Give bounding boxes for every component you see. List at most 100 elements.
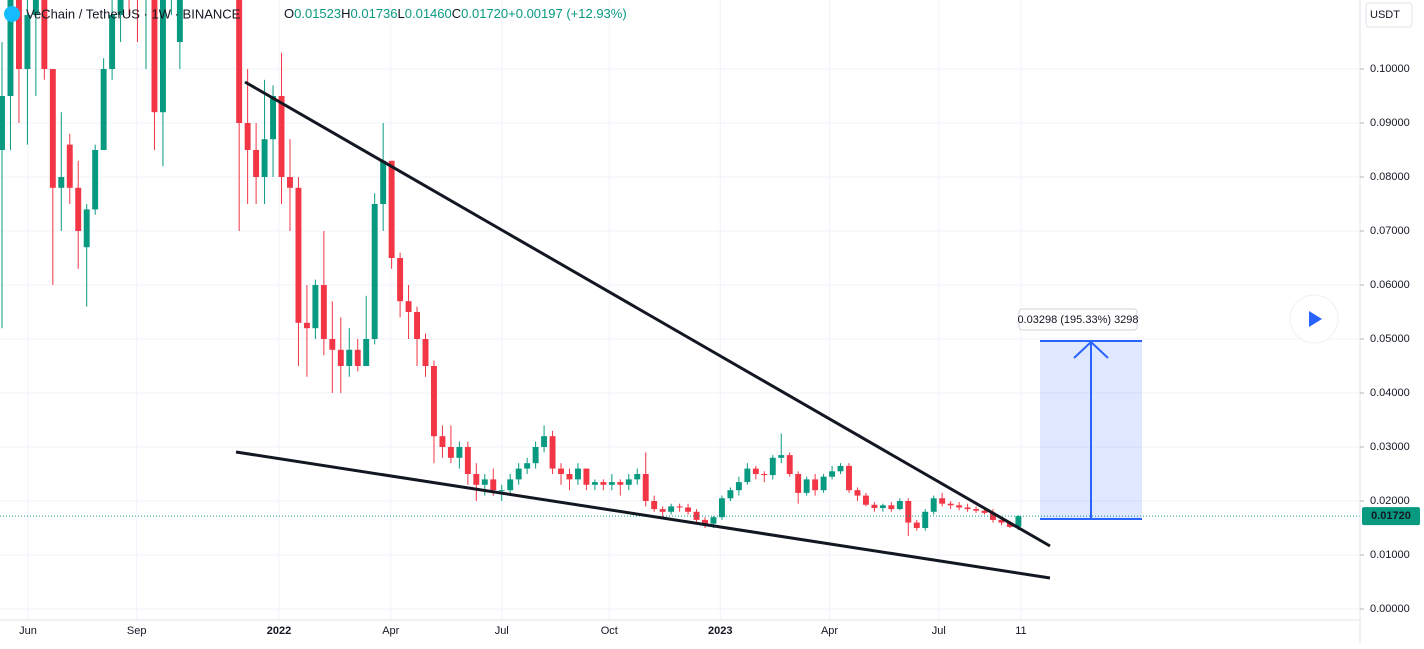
candle-body — [896, 500, 903, 510]
candle-body — [532, 446, 539, 464]
symbol-icon — [4, 6, 20, 22]
candle-body — [837, 465, 844, 472]
candle-body — [735, 482, 742, 491]
candle-body — [752, 468, 759, 474]
candle-body — [0, 96, 5, 151]
candle-body — [456, 446, 463, 458]
candle-body — [354, 349, 361, 366]
candle-body — [591, 482, 598, 485]
candle-body — [371, 204, 378, 339]
trend-line — [235, 450, 1051, 580]
candle-body — [583, 468, 590, 485]
candle-body — [922, 511, 929, 528]
candle-body — [58, 177, 65, 188]
y-tick-label: 0.01000 — [1370, 549, 1410, 561]
candle-body — [710, 517, 717, 524]
candle-body — [295, 187, 302, 323]
candle-body — [100, 69, 107, 151]
candle-body — [363, 338, 370, 366]
header: VeChain / TetherUS · 1W · BINANCE O0.015… — [4, 6, 627, 22]
candle-body — [625, 479, 632, 485]
candle-body — [75, 187, 82, 232]
candle-body — [414, 311, 420, 339]
candle-body — [744, 468, 751, 483]
symbol: VeChain / TetherUS · 1W · BINANCE — [26, 6, 241, 21]
candle-body — [727, 490, 734, 499]
y-tick-label: 0.04000 — [1370, 387, 1410, 399]
candle-body — [786, 455, 793, 474]
ohlc-value: 0.01736 — [351, 6, 398, 21]
candle-body — [380, 160, 387, 205]
candle-body — [998, 519, 1005, 523]
candle-body — [507, 479, 514, 491]
candle-body — [473, 473, 480, 485]
x-tick-label: Jul — [495, 625, 509, 637]
candle-body — [151, 0, 158, 113]
candle-body — [761, 473, 768, 476]
candle-body — [608, 482, 615, 485]
candle-body — [83, 209, 90, 248]
candle-body — [515, 468, 522, 480]
x-tick-label: Jul — [932, 625, 946, 637]
candle-body — [422, 338, 429, 366]
candle-body — [956, 505, 963, 508]
candle-body — [439, 436, 446, 447]
candle-body — [930, 498, 937, 512]
candle-body — [447, 446, 454, 458]
last-price-tag — [1362, 507, 1420, 526]
last-price-label: 0.01720 — [1371, 510, 1411, 522]
x-tick-label: Sep — [127, 625, 147, 637]
x-tick-label: Apr — [382, 625, 399, 637]
candle-body — [524, 463, 531, 469]
candle-body — [346, 349, 353, 366]
candle-body — [846, 465, 852, 491]
ohlc-value: 0.01523 — [294, 6, 341, 21]
candle-body — [566, 473, 573, 480]
candle-body — [464, 446, 471, 474]
candle-body — [947, 503, 954, 506]
candle-body — [939, 498, 946, 504]
x-tick-label: Jun — [19, 625, 37, 637]
y-tick-label: 0.00000 — [1370, 603, 1410, 615]
candle-body — [287, 177, 293, 188]
candle-body — [397, 258, 404, 302]
x-tick-label: Oct — [601, 625, 618, 637]
candle-body — [778, 455, 785, 458]
candle-body — [795, 473, 802, 493]
currency-box[interactable] — [1365, 2, 1413, 28]
candle-body — [854, 490, 861, 496]
candle-body — [236, 0, 243, 124]
trend-line — [244, 80, 1051, 548]
candle-body — [600, 482, 607, 485]
candle-body — [617, 482, 624, 485]
y-tick-label: 0.03000 — [1370, 441, 1410, 453]
candle-body — [490, 479, 497, 491]
currency: USDT — [1370, 9, 1400, 21]
candle-body — [676, 506, 683, 508]
candle-body — [634, 473, 641, 480]
play-icon — [1309, 311, 1322, 327]
measure-label-box — [1018, 308, 1138, 331]
candles — [0, 0, 1360, 537]
candle-body — [685, 507, 692, 512]
candle-body — [117, 0, 124, 16]
candle-body — [303, 322, 310, 329]
candle-body — [829, 471, 836, 477]
measure-label: 0.03298 (195.33%) 3298 — [1017, 314, 1138, 326]
candle-body — [253, 150, 260, 178]
x-tick-label: 2022 — [267, 625, 291, 637]
ohlc-key: L — [398, 6, 405, 21]
ohlc-key: O — [284, 6, 294, 21]
candle-body — [388, 160, 395, 259]
x-tick-label: Apr — [821, 625, 838, 637]
candle-body — [769, 457, 776, 476]
candle-body — [24, 15, 31, 70]
candle-body — [481, 479, 488, 485]
candle-body — [1006, 522, 1013, 527]
ohlc: O0.01523H0.01736L0.01460C0.01720+0.00197… — [284, 6, 627, 21]
candle-body — [871, 504, 878, 509]
candle-body — [329, 338, 336, 350]
candle-body — [642, 473, 649, 501]
axes: 0.00000 0.01000 0.02000 0.03000 0.04000 0.050… — [19, 63, 1420, 637]
candle-body — [879, 505, 886, 509]
